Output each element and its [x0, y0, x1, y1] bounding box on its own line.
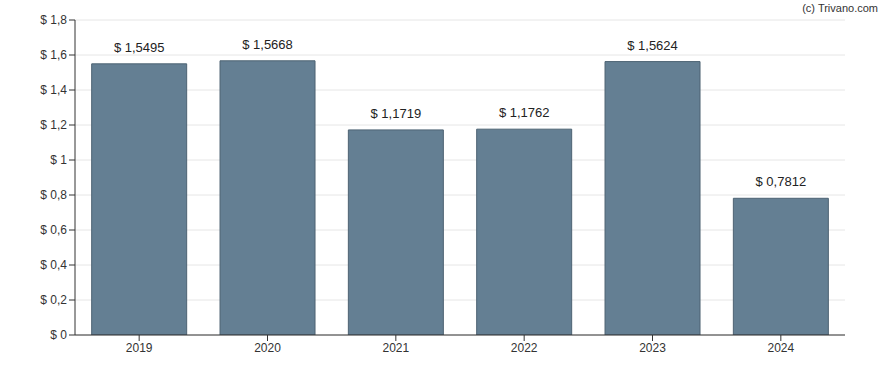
- html-text:(c) Trivano.com: (c) Trivano.com: [802, 2, 878, 14]
- svg-text:$ 0,8: $ 0,8: [40, 188, 67, 202]
- svg-text:$ 1,5495: $ 1,5495: [114, 40, 165, 55]
- svg-text:$ 0,7812: $ 0,7812: [756, 174, 807, 189]
- svg-text:$ 1,5624: $ 1,5624: [627, 38, 678, 53]
- svg-text:$ 0,4: $ 0,4: [40, 258, 67, 272]
- svg-text:$ 1: $ 1: [50, 153, 67, 167]
- svg-text:2024: 2024: [767, 341, 794, 355]
- svg-text:$ 1,5668: $ 1,5668: [242, 37, 293, 52]
- svg-text:$ 1,1762: $ 1,1762: [499, 105, 550, 120]
- svg-text:$ 1,4: $ 1,4: [40, 83, 67, 97]
- svg-text:$ 0,2: $ 0,2: [40, 293, 67, 307]
- svg-text:2019: 2019: [126, 341, 153, 355]
- svg-text:$ 0: $ 0: [50, 328, 67, 342]
- svg-text:$ 1,8: $ 1,8: [40, 13, 67, 27]
- svg-text:2022: 2022: [511, 341, 538, 355]
- svg-text:$ 0,6: $ 0,6: [40, 223, 67, 237]
- svg-text:$ 1,1719: $ 1,1719: [371, 106, 422, 121]
- svg-text:2021: 2021: [382, 341, 409, 355]
- svg-text:$ 1,2: $ 1,2: [40, 118, 67, 132]
- svg-text:2020: 2020: [254, 341, 281, 355]
- svg-text:$ 1,6: $ 1,6: [40, 48, 67, 62]
- svg-text:2023: 2023: [639, 341, 666, 355]
